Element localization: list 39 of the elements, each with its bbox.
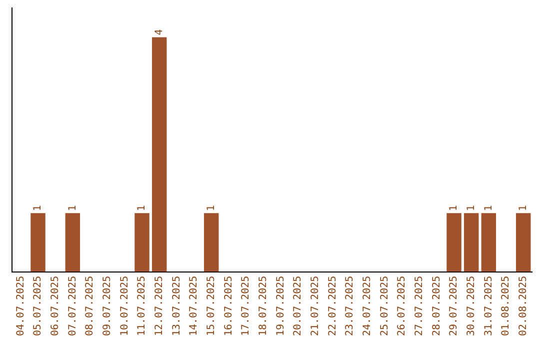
x-tick-label: 04.07.2025 (15, 276, 26, 336)
x-tick-label: 25.07.2025 (379, 276, 390, 336)
x-tick-label: 12.07.2025 (154, 276, 165, 336)
x-tick-label: 20.07.2025 (292, 276, 304, 336)
x-tick-label: 17.07.2025 (240, 276, 252, 336)
x-tick-label: 27.07.2025 (414, 276, 425, 336)
x-tick-label: 01.08.2025 (500, 276, 512, 336)
data-label: 1 (466, 205, 477, 212)
data-label: 1 (136, 205, 148, 212)
x-tick-label: 15.07.2025 (206, 276, 217, 336)
data-label: 1 (206, 205, 217, 212)
x-tick-label: 07.07.2025 (67, 276, 78, 336)
x-tick-label: 13.07.2025 (171, 276, 182, 336)
x-tick-label: 26.07.2025 (396, 276, 408, 336)
x-tick-label: 16.07.2025 (223, 276, 234, 336)
data-label: 1 (67, 205, 78, 212)
x-tick-label: 24.07.2025 (362, 276, 373, 336)
x-tick-label: 11.07.2025 (136, 276, 148, 336)
data-label: 1 (483, 205, 494, 212)
x-tick-label: 05.07.2025 (32, 276, 44, 336)
x-tick-label: 28.07.2025 (431, 276, 442, 336)
x-tick-label: 21.07.2025 (310, 276, 321, 336)
data-label: 1 (448, 205, 460, 212)
x-tick-label: 30.07.2025 (466, 276, 477, 336)
data-label: 1 (32, 205, 44, 212)
x-tick-label: 06.07.2025 (50, 276, 61, 336)
x-tick-label: 19.07.2025 (275, 276, 286, 336)
x-tick-label: 09.07.2025 (102, 276, 113, 336)
x-tick-label: 14.07.2025 (188, 276, 200, 336)
x-tick-label: 18.07.2025 (258, 276, 269, 336)
x-tick-label: 29.07.2025 (448, 276, 460, 336)
x-tick-label: 22.07.2025 (327, 276, 338, 336)
data-label: 1 (518, 205, 529, 212)
x-tick-label: 31.07.2025 (483, 276, 494, 336)
x-tick-label: 23.07.2025 (344, 276, 356, 336)
x-tick-label: 10.07.2025 (119, 276, 130, 336)
x-tick-label: 08.07.2025 (84, 276, 96, 336)
data-label: 4 (154, 29, 165, 36)
x-tick-label: 02.08.2025 (518, 276, 529, 336)
